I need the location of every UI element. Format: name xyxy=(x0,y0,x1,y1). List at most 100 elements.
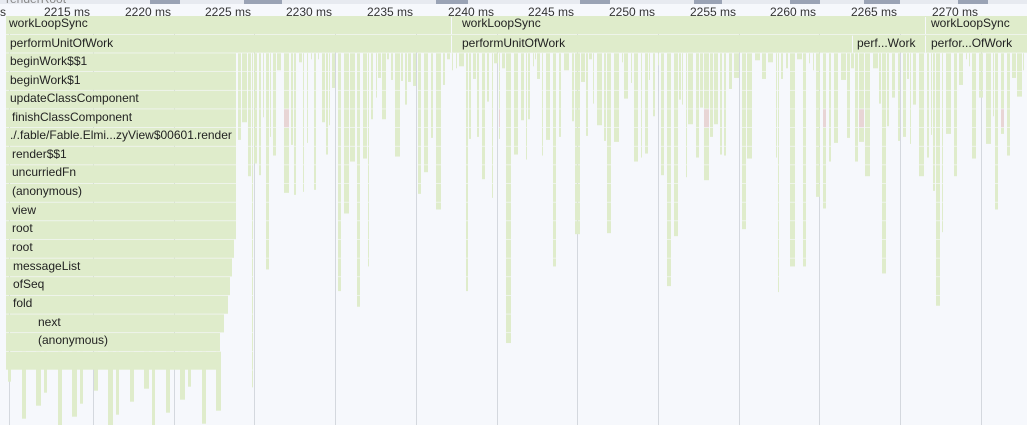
flame-frame[interactable] xyxy=(645,71,648,90)
flame-frame[interactable] xyxy=(686,90,687,109)
flame-frame[interactable] xyxy=(273,109,276,128)
flame-frame[interactable] xyxy=(242,109,247,123)
flame-frame[interactable] xyxy=(357,165,360,184)
flame-frame[interactable] xyxy=(542,53,543,72)
flame-frame[interactable] xyxy=(696,71,699,90)
flame-frame[interactable] xyxy=(1007,127,1010,146)
flame-frame[interactable] xyxy=(634,71,638,90)
flame-frame[interactable] xyxy=(686,146,687,165)
flame-frame[interactable] xyxy=(314,53,316,72)
flame-frame[interactable] xyxy=(338,127,341,146)
flame-frame[interactable] xyxy=(572,53,574,72)
flame-frame[interactable] xyxy=(307,109,308,128)
flame-frame[interactable] xyxy=(993,71,994,90)
flame-frame[interactable] xyxy=(492,90,493,109)
flame-frame[interactable] xyxy=(6,16,1027,34)
flame-frame[interactable] xyxy=(704,90,709,109)
flame-frame[interactable] xyxy=(344,127,349,146)
flame-frame[interactable] xyxy=(248,53,251,72)
flame-frame[interactable] xyxy=(942,165,943,184)
frame-separator[interactable] xyxy=(451,35,452,53)
flame-frame[interactable] xyxy=(816,90,820,109)
flame-frame[interactable] xyxy=(645,109,648,128)
flame-frame[interactable] xyxy=(778,239,779,258)
flame-frame[interactable] xyxy=(259,90,261,109)
flame-frame[interactable] xyxy=(368,165,369,184)
flame-frame[interactable] xyxy=(477,90,479,109)
flame-frame[interactable] xyxy=(604,90,606,109)
flame-frame[interactable] xyxy=(266,183,269,202)
flame-frame[interactable] xyxy=(661,109,664,128)
flame-frame[interactable] xyxy=(649,53,650,72)
flame-frame[interactable] xyxy=(847,71,850,90)
flame-frame[interactable] xyxy=(742,90,746,109)
flame-frame[interactable] xyxy=(248,146,251,165)
flame-frame[interactable] xyxy=(865,127,870,146)
flame-frame[interactable] xyxy=(252,277,253,296)
flame-frame[interactable] xyxy=(995,183,998,202)
flame-frame[interactable] xyxy=(946,109,951,128)
flame-frame[interactable] xyxy=(266,146,269,165)
flame-frame[interactable] xyxy=(1001,127,1004,134)
flame-frame[interactable] xyxy=(254,90,257,109)
flame-frame[interactable] xyxy=(329,90,330,109)
flame-frame[interactable] xyxy=(542,127,543,146)
flame-frame[interactable] xyxy=(344,53,349,72)
flame-frame[interactable] xyxy=(252,53,253,72)
flame-frame[interactable] xyxy=(778,221,779,240)
flame-frame[interactable] xyxy=(667,109,671,128)
flame-frame[interactable] xyxy=(834,109,838,128)
flame-frame[interactable] xyxy=(946,127,951,134)
flame-frame[interactable] xyxy=(586,109,588,128)
flame-frame[interactable] xyxy=(418,109,421,128)
flame-frame[interactable] xyxy=(387,53,389,60)
flame-frame[interactable] xyxy=(378,71,381,78)
flame-frame[interactable] xyxy=(284,109,289,128)
flame-frame[interactable] xyxy=(816,53,820,72)
flame-frame[interactable] xyxy=(607,202,611,221)
flame-frame[interactable] xyxy=(575,221,580,235)
flame-frame[interactable] xyxy=(413,71,416,86)
flame-frame[interactable] xyxy=(357,183,360,202)
flame-frame[interactable] xyxy=(829,53,831,72)
flame-frame[interactable] xyxy=(266,71,269,90)
flame-frame[interactable] xyxy=(526,53,527,72)
flame-frame[interactable] xyxy=(526,146,527,160)
flame-frame[interactable] xyxy=(368,53,369,72)
flame-frame[interactable] xyxy=(1007,109,1010,128)
flame-frame[interactable] xyxy=(776,127,777,146)
flame-frame[interactable] xyxy=(424,109,428,128)
flame-frame[interactable] xyxy=(762,71,766,79)
flame-frame[interactable] xyxy=(436,127,441,146)
flame-frame[interactable] xyxy=(266,127,269,146)
flame-frame[interactable] xyxy=(252,109,253,128)
flame-frame[interactable] xyxy=(604,109,606,128)
flame-frame[interactable] xyxy=(6,127,236,146)
flame-frame[interactable] xyxy=(466,277,468,292)
flame-frame[interactable] xyxy=(933,109,935,128)
flame-frame[interactable] xyxy=(521,71,524,90)
flame-frame[interactable] xyxy=(995,202,998,210)
flame-frame[interactable] xyxy=(553,53,556,72)
flame-frame[interactable] xyxy=(903,53,906,72)
flame-frame[interactable] xyxy=(514,90,518,109)
flame-frame[interactable] xyxy=(882,258,886,274)
flame-frame[interactable] xyxy=(986,109,991,128)
flame-frame[interactable] xyxy=(363,90,367,109)
flame-frame[interactable] xyxy=(273,146,276,156)
flame-frame[interactable] xyxy=(314,183,316,190)
flame-frame[interactable] xyxy=(259,71,261,90)
flame-frame[interactable] xyxy=(847,90,850,109)
flame-frame[interactable] xyxy=(559,90,561,109)
flame-frame[interactable] xyxy=(979,53,983,72)
flame-frame[interactable] xyxy=(803,221,806,240)
flame-frame[interactable] xyxy=(710,127,713,137)
flame-frame[interactable] xyxy=(575,71,580,90)
flame-frame[interactable] xyxy=(913,53,916,72)
flame-frame[interactable] xyxy=(747,53,752,72)
flame-frame[interactable] xyxy=(847,53,850,72)
flame-frame[interactable] xyxy=(688,53,693,72)
flame-frame[interactable] xyxy=(553,109,556,128)
flame-frame[interactable] xyxy=(936,53,940,72)
flame-frame[interactable] xyxy=(326,127,328,146)
